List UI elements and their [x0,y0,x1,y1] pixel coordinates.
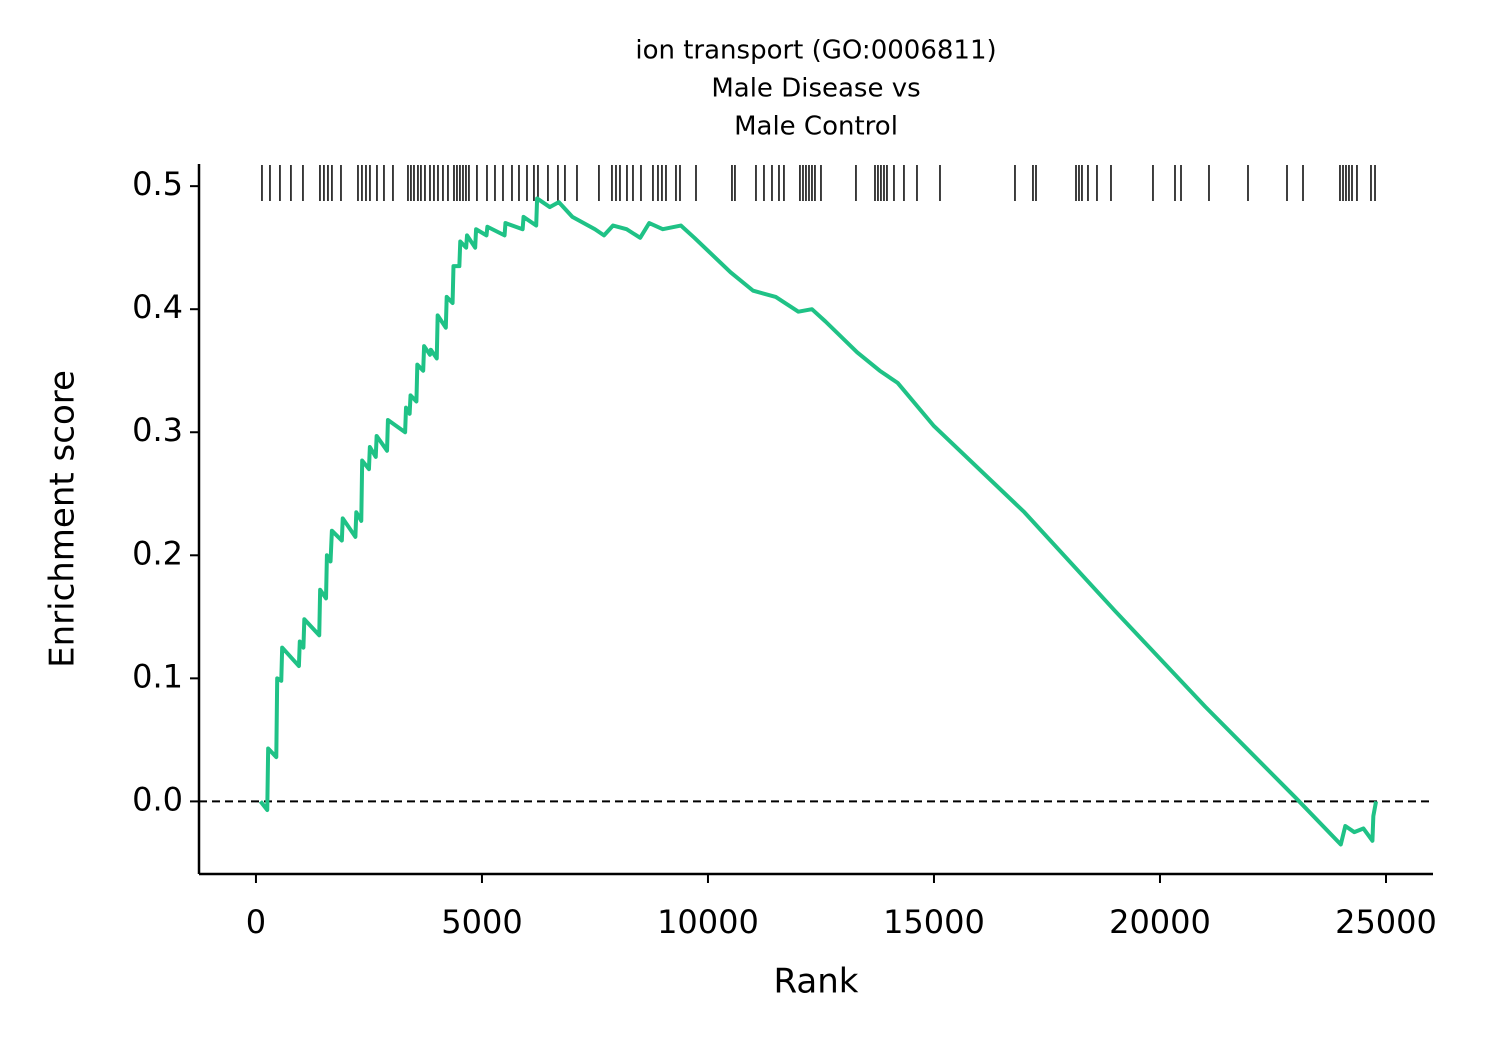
x-axis-label: Rank [774,962,859,1002]
enrichment-line [258,196,1379,847]
y-tick-label: 0.2 [132,534,183,572]
y-tick-label: 0.3 [132,411,183,449]
x-tick-label: 25000 [1335,903,1437,941]
y-tick-label: 0.1 [132,657,183,695]
chart-title: Male Control [734,112,898,142]
x-tick-label: 10000 [657,903,759,941]
y-tick-label: 0.5 [132,165,183,203]
x-tick-label: 20000 [1109,903,1211,941]
x-tick-label: 5000 [441,903,522,941]
y-tick-label: 0.0 [132,780,183,818]
y-tick-label: 0.4 [132,288,183,326]
x-tick-label: 0 [246,903,266,941]
chart-title: Male Disease vs [711,74,920,104]
y-axis-label: Enrichment score [43,370,83,668]
x-tick-label: 15000 [883,903,985,941]
chart-title: ion transport (GO:0006811) [635,36,996,66]
